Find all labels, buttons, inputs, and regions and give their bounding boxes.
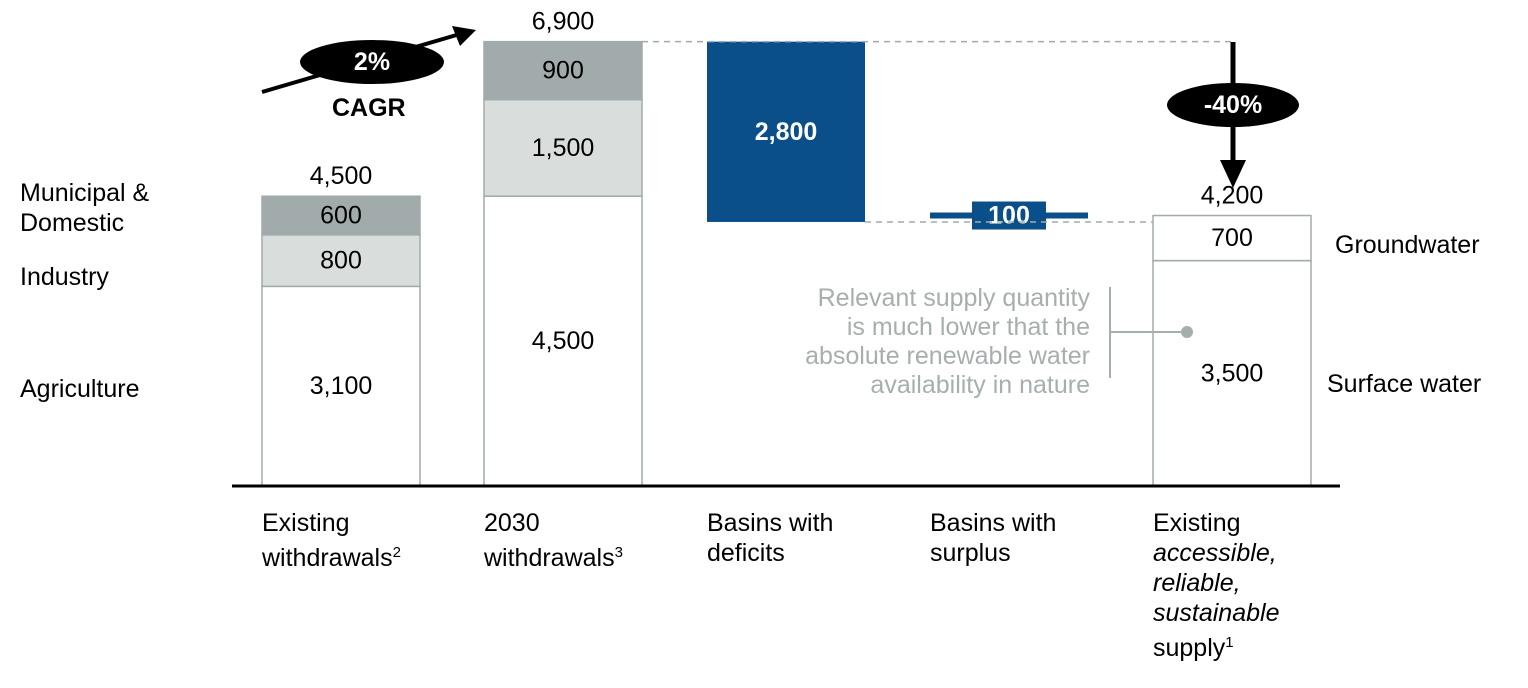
data-label-industry-0: 800 (320, 247, 362, 275)
bar-supply-1 (1152, 214, 1312, 262)
cagr-ellipse (300, 40, 444, 84)
category-label-4: Existing accessible, reliable, sustainable s… (1153, 509, 1280, 662)
bar-municipal-0 (261, 195, 421, 236)
surplus-label-box (972, 201, 1046, 230)
bar-supply-0 (1152, 259, 1312, 487)
supply-note: Relevant supply quantity is much lower t… (805, 284, 1090, 399)
label-agriculture: Agriculture (20, 375, 140, 403)
cagr-label: CAGR (332, 94, 406, 122)
label-surface-water: Surface water (1327, 370, 1482, 398)
gap-value: -40% (1204, 91, 1262, 119)
data-label-municipal-1: 900 (542, 57, 584, 85)
category-label-2: Basins with deficits (707, 509, 834, 567)
data-label-surplus: 100 (988, 202, 1030, 230)
category-label-1: 2030 withdrawals3 (484, 509, 623, 572)
bar-agriculture-0 (261, 285, 421, 487)
data-label-supply-1: 700 (1211, 224, 1253, 252)
label-municipal-domestic: Municipal & Domestic (20, 179, 150, 237)
gap-ellipse (1167, 83, 1299, 127)
bar-municipal-1 (483, 40, 643, 101)
data-label-industry-1: 1,500 (532, 134, 595, 162)
cagr-arrowhead (452, 26, 476, 46)
total-label-4: 4,200 (1201, 182, 1264, 210)
bar-industry-1 (483, 98, 643, 197)
data-label-agriculture-0: 3,100 (310, 372, 373, 400)
data-label-municipal-0: 600 (320, 202, 362, 230)
note-dot (1181, 326, 1193, 338)
category-label-0: Existing withdrawals2 (262, 509, 401, 572)
label-groundwater: Groundwater (1335, 231, 1480, 259)
data-label-deficits: 2,800 (755, 118, 818, 146)
bar-deficits (707, 41, 865, 222)
category-label-3: Basins with surplus (930, 509, 1057, 567)
total-label-1: 6,900 (532, 8, 595, 36)
gap-arrowhead (1220, 160, 1246, 188)
label-industry: Industry (20, 263, 109, 291)
cagr-value: 2% (354, 48, 390, 76)
data-label-agriculture-1: 4,500 (532, 327, 595, 355)
total-label-0: 4,500 (310, 162, 373, 190)
data-label-supply-0: 3,500 (1201, 359, 1264, 387)
